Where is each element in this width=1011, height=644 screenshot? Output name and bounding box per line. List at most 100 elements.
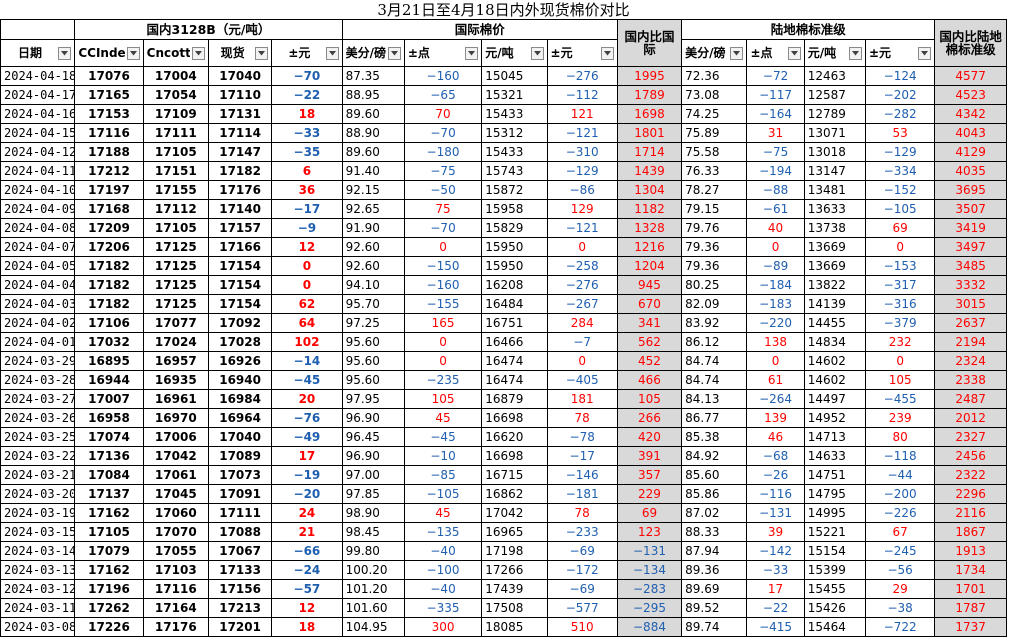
cell-change-yuan-land[interactable]: −124 xyxy=(864,66,936,86)
cell-usc-lb-land[interactable]: 89.52 xyxy=(681,598,748,618)
cell-change-yuan-land[interactable]: −202 xyxy=(864,85,936,105)
cell-ratio-intl[interactable]: −884 xyxy=(616,617,683,637)
filter-dropdown-icon[interactable] xyxy=(325,46,339,60)
cell-usc-lb-land[interactable]: 84.74 xyxy=(681,351,748,371)
cell-ratio-intl[interactable]: 105 xyxy=(616,389,683,409)
cell-change-yuan-land[interactable]: −129 xyxy=(864,142,936,162)
cell-cny-ton[interactable]: 16620 xyxy=(481,427,548,447)
cell-ratio-land[interactable]: 3695 xyxy=(934,180,1007,200)
cell-cny-ton[interactable]: 16208 xyxy=(481,275,548,295)
cell-usc-lb[interactable]: 91.90 xyxy=(341,218,405,238)
cell-ccindex[interactable]: 17197 xyxy=(74,180,144,200)
cell-usc-lb-land[interactable]: 80.25 xyxy=(681,275,748,295)
cell-usc-lb-land[interactable]: 75.89 xyxy=(681,123,748,143)
cell-spot[interactable]: 17154 xyxy=(207,256,273,276)
cell-spot[interactable]: 17110 xyxy=(207,85,273,105)
cell-change-yuan[interactable]: 17 xyxy=(271,446,343,466)
cell-change-yuan-intl[interactable]: 284 xyxy=(546,313,618,333)
cell-change-yuan[interactable]: 64 xyxy=(271,313,343,333)
cell-date[interactable]: 2024-04-04 xyxy=(0,275,76,295)
cell-usc-lb-land[interactable]: 78.27 xyxy=(681,180,748,200)
cell-change-yuan[interactable]: 102 xyxy=(271,332,343,352)
cell-usc-lb[interactable]: 97.85 xyxy=(341,484,405,504)
cell-cny-ton[interactable]: 17508 xyxy=(481,598,548,618)
cell-usc-lb[interactable]: 100.20 xyxy=(341,560,405,580)
cell-cncotton[interactable]: 17125 xyxy=(142,294,209,314)
cell-usc-lb[interactable]: 88.90 xyxy=(341,123,405,143)
cell-usc-lb[interactable]: 95.60 xyxy=(341,332,405,352)
cell-usc-lb-land[interactable]: 79.76 xyxy=(681,218,748,238)
cell-change-yuan-land[interactable]: −56 xyxy=(864,560,936,580)
cell-change-yuan-land[interactable]: −379 xyxy=(864,313,936,333)
cell-ratio-land[interactable]: 1734 xyxy=(934,560,1007,580)
cell-change-yuan-intl[interactable]: −405 xyxy=(546,370,618,390)
cell-change-pt-land[interactable]: 39 xyxy=(746,522,805,542)
cell-usc-lb[interactable]: 104.95 xyxy=(341,617,405,637)
cell-change-yuan-land[interactable]: −722 xyxy=(864,617,936,637)
cell-spot[interactable]: 16940 xyxy=(207,370,273,390)
cell-change-yuan-intl[interactable]: −276 xyxy=(546,66,618,86)
cell-date[interactable]: 2024-04-09 xyxy=(0,199,76,219)
cell-ratio-intl[interactable]: 1204 xyxy=(616,256,683,276)
cell-ccindex[interactable]: 17182 xyxy=(74,294,144,314)
cell-cncotton[interactable]: 16970 xyxy=(142,408,209,428)
cell-cny-ton-land[interactable]: 14713 xyxy=(803,427,866,447)
cell-change-pt-land[interactable]: −72 xyxy=(746,66,805,86)
cell-usc-lb-land[interactable]: 89.74 xyxy=(681,617,748,637)
cell-ratio-intl[interactable]: 1698 xyxy=(616,104,683,124)
cell-ccindex[interactable]: 17165 xyxy=(74,85,144,105)
cell-change-yuan-intl[interactable]: 129 xyxy=(546,199,618,219)
cell-usc-lb[interactable]: 96.45 xyxy=(341,427,405,447)
cell-change-yuan-land[interactable]: −455 xyxy=(864,389,936,409)
cell-cny-ton[interactable]: 16698 xyxy=(481,446,548,466)
cell-usc-lb[interactable]: 101.20 xyxy=(341,579,405,599)
cell-cny-ton-land[interactable]: 15426 xyxy=(803,598,866,618)
cell-ccindex[interactable]: 17209 xyxy=(74,218,144,238)
cell-date[interactable]: 2024-03-28 xyxy=(0,370,76,390)
cell-usc-lb[interactable]: 89.60 xyxy=(341,104,405,124)
cell-spot[interactable]: 17156 xyxy=(207,579,273,599)
cell-ratio-intl[interactable]: 1995 xyxy=(616,66,683,86)
cell-ratio-intl[interactable]: 945 xyxy=(616,275,683,295)
cell-cny-ton[interactable]: 16474 xyxy=(481,351,548,371)
cell-cncotton[interactable]: 17060 xyxy=(142,503,209,523)
cell-change-yuan-land[interactable]: 105 xyxy=(864,370,936,390)
cell-ratio-intl[interactable]: 562 xyxy=(616,332,683,352)
cell-change-yuan[interactable]: −45 xyxy=(271,370,343,390)
cell-ratio-intl[interactable]: 1216 xyxy=(616,237,683,257)
cell-change-yuan-intl[interactable]: 0 xyxy=(546,237,618,257)
cell-date[interactable]: 2024-04-16 xyxy=(0,104,76,124)
cell-cny-ton[interactable]: 16474 xyxy=(481,370,548,390)
cell-ratio-intl[interactable]: 391 xyxy=(616,446,683,466)
cell-date[interactable]: 2024-03-21 xyxy=(0,465,76,485)
cell-change-yuan-intl[interactable]: −69 xyxy=(546,579,618,599)
cell-usc-lb[interactable]: 87.35 xyxy=(341,66,405,86)
cell-change-pt-land[interactable]: −194 xyxy=(746,161,805,181)
cell-ratio-intl[interactable]: −283 xyxy=(616,579,683,599)
cell-change-yuan-intl[interactable]: −121 xyxy=(546,218,618,238)
cell-date[interactable]: 2024-04-15 xyxy=(0,123,76,143)
cell-change-yuan[interactable]: −35 xyxy=(271,142,343,162)
cell-change-yuan-land[interactable]: 29 xyxy=(864,579,936,599)
cell-change-yuan-intl[interactable]: 78 xyxy=(546,503,618,523)
cell-cncotton[interactable]: 17103 xyxy=(142,560,209,580)
cell-usc-lb-land[interactable]: 79.15 xyxy=(681,199,748,219)
cell-change-yuan-land[interactable]: −118 xyxy=(864,446,936,466)
cell-change-pt[interactable]: −40 xyxy=(403,541,483,561)
cell-ratio-land[interactable]: 2012 xyxy=(934,408,1007,428)
cell-change-yuan-intl[interactable]: −112 xyxy=(546,85,618,105)
cell-date[interactable]: 2024-03-26 xyxy=(0,408,76,428)
cell-cncotton[interactable]: 17024 xyxy=(142,332,209,352)
cell-change-pt-land[interactable]: −415 xyxy=(746,617,805,637)
filter-dropdown-icon[interactable] xyxy=(58,46,72,60)
cell-ccindex[interactable]: 17074 xyxy=(74,427,144,447)
cell-change-yuan-intl[interactable]: 121 xyxy=(546,104,618,124)
cell-change-yuan-land[interactable]: −153 xyxy=(864,256,936,276)
cell-ratio-intl[interactable]: −295 xyxy=(616,598,683,618)
cell-change-pt-land[interactable]: −131 xyxy=(746,503,805,523)
cell-cncotton[interactable]: 17151 xyxy=(142,161,209,181)
cell-usc-lb-land[interactable]: 75.58 xyxy=(681,142,748,162)
cell-ccindex[interactable]: 17136 xyxy=(74,446,144,466)
cell-spot[interactable]: 17040 xyxy=(207,66,273,86)
cell-date[interactable]: 2024-03-25 xyxy=(0,427,76,447)
